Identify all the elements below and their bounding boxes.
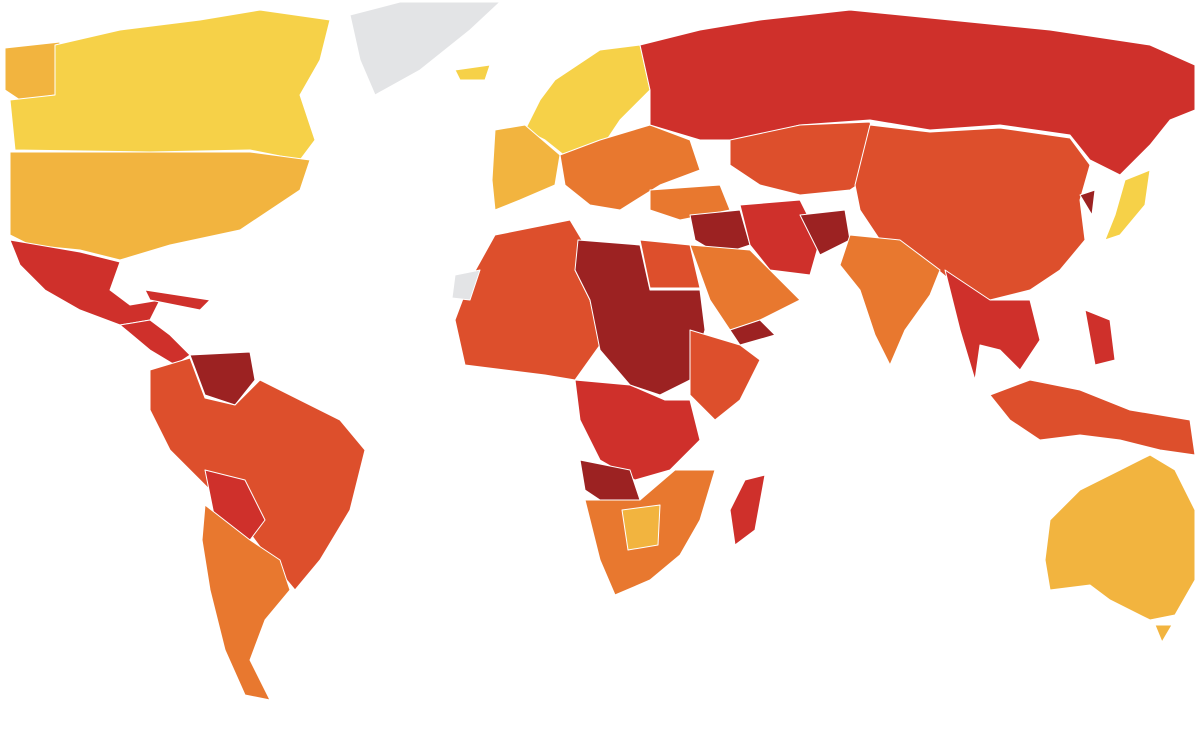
caribbean <box>144 289 211 311</box>
india <box>839 234 941 366</box>
north-korea <box>1079 189 1096 216</box>
australia <box>1044 454 1196 621</box>
alaska <box>4 41 61 101</box>
usa <box>9 151 311 261</box>
yemen <box>729 319 776 346</box>
central-asia <box>729 121 881 196</box>
iran <box>739 199 821 276</box>
philippines <box>1084 309 1116 366</box>
egypt <box>639 239 701 289</box>
southeast-asia <box>944 269 1041 381</box>
japan <box>1104 169 1151 241</box>
central-africa <box>574 379 701 481</box>
brazil-region <box>149 357 366 591</box>
iceland <box>454 64 491 81</box>
greenland <box>349 1 501 96</box>
venezuela <box>189 351 256 406</box>
argentina-chile <box>201 504 291 701</box>
eastern-europe <box>559 124 701 211</box>
western-europe <box>491 124 561 211</box>
arabia <box>689 244 801 331</box>
canada <box>9 9 331 161</box>
central-america <box>119 319 191 366</box>
mexico <box>9 239 161 326</box>
botswana <box>621 504 661 551</box>
indonesia <box>989 379 1196 456</box>
western-sahara <box>451 269 481 301</box>
tasmania <box>1154 624 1173 643</box>
horn-of-africa <box>689 329 761 421</box>
russia <box>639 9 1196 176</box>
china <box>854 124 1091 301</box>
madagascar <box>729 474 766 546</box>
libya-sudan <box>574 239 706 396</box>
